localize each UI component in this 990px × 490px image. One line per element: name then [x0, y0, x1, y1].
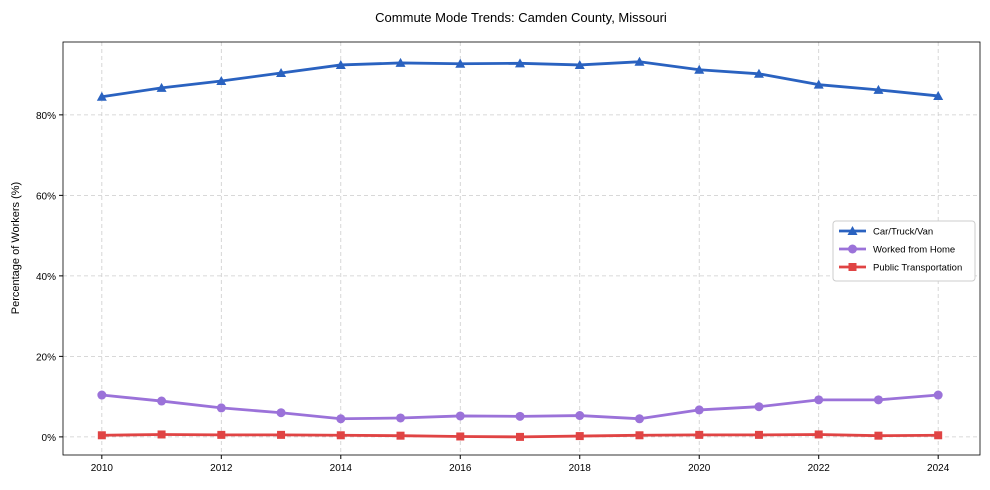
data-point	[97, 431, 106, 440]
data-point	[814, 395, 824, 405]
data-point	[874, 431, 883, 440]
legend-label: Public Transportation	[873, 263, 962, 274]
data-point	[873, 395, 883, 405]
y-tick-label: 0%	[42, 433, 57, 444]
x-tick-label: 2020	[688, 463, 711, 474]
data-point	[694, 405, 704, 415]
data-point	[157, 396, 167, 406]
x-tick-label: 2024	[927, 463, 950, 474]
data-point	[276, 408, 286, 418]
data-point	[934, 431, 943, 440]
data-point	[516, 432, 525, 441]
data-point	[97, 390, 107, 400]
x-tick-label: 2010	[91, 463, 114, 474]
data-point	[873, 84, 884, 94]
data-point	[635, 431, 644, 440]
data-point	[753, 68, 764, 78]
legend-marker	[847, 226, 858, 235]
data-point	[455, 58, 466, 68]
data-point	[574, 59, 585, 69]
y-tick-label: 60%	[36, 191, 56, 202]
y-tick-label: 80%	[36, 111, 56, 122]
data-point	[515, 58, 526, 68]
data-point	[455, 411, 465, 421]
data-point	[157, 430, 166, 439]
x-tick-label: 2016	[449, 463, 472, 474]
series-public-transportation	[97, 430, 943, 441]
data-point	[634, 414, 644, 424]
x-tick-label: 2022	[808, 463, 831, 474]
data-point	[336, 431, 345, 440]
x-tick-label: 2018	[569, 463, 592, 474]
data-point	[754, 430, 763, 439]
data-point	[515, 411, 525, 421]
data-point	[216, 403, 226, 413]
data-point	[575, 432, 584, 441]
data-point	[395, 57, 406, 67]
data-point	[217, 430, 226, 439]
legend-box	[832, 220, 976, 282]
x-tick-label: 2012	[210, 463, 233, 474]
data-point	[277, 430, 286, 439]
data-point	[96, 91, 107, 101]
data-point	[754, 402, 764, 412]
legend-marker	[848, 263, 857, 271]
series-car-truck-van	[96, 56, 944, 101]
legend-label: Worked from Home	[873, 245, 955, 256]
data-point	[276, 67, 287, 77]
data-point	[156, 82, 167, 92]
y-axis-label: Percentage of Workers (%)	[10, 182, 22, 314]
x-tick-label: 2014	[330, 463, 353, 474]
data-point	[933, 390, 943, 400]
data-point	[335, 59, 346, 69]
y-tick-label: 40%	[36, 272, 56, 283]
data-point	[456, 432, 465, 441]
data-point	[634, 56, 645, 66]
legend-label: Car/Truck/Van	[873, 227, 933, 238]
legend: Car/Truck/Van Worked from Home Public Tran…	[832, 220, 976, 282]
data-point	[396, 431, 405, 440]
data-point	[216, 76, 227, 86]
data-point	[933, 90, 944, 100]
data-point	[813, 79, 824, 89]
data-point	[336, 414, 346, 424]
chart-title: Commute Mode Trends: Camden County, Miss…	[375, 10, 667, 25]
data-point	[814, 430, 823, 439]
plot-frame	[62, 41, 981, 456]
data-point	[575, 411, 585, 421]
series-worked-from-home	[97, 390, 943, 424]
y-tick-label: 20%	[36, 352, 56, 363]
data-point	[396, 413, 406, 423]
legend-marker	[848, 244, 857, 254]
data-point	[695, 430, 704, 439]
data-point	[694, 64, 705, 74]
